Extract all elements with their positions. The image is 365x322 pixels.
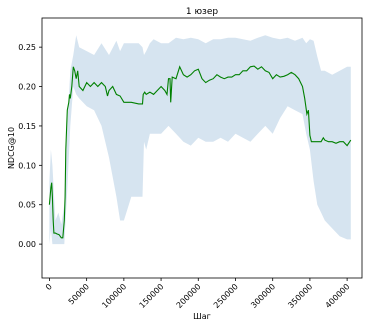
chart-title: 1 юзер — [186, 7, 218, 17]
y-tick-label: 0.00 — [18, 240, 36, 249]
y-axis-title: NDCG@10 — [7, 127, 16, 169]
y-tick-label: 0.05 — [18, 201, 36, 210]
x-tick-label: 300000 — [249, 282, 277, 310]
y-tick-label: 0.20 — [18, 83, 36, 92]
x-tick-label: 150000 — [138, 282, 166, 310]
x-tick-label: 200000 — [175, 282, 203, 310]
y-tick-label: 0.15 — [18, 122, 36, 131]
x-axis: 0 50000 100000 150000 200000 250000 300000 3500… — [44, 278, 352, 310]
y-axis: 0.00 0.05 0.10 0.15 0.20 0.25 — [18, 43, 42, 249]
plot-area — [48, 35, 352, 245]
x-tick-label: 0 — [44, 282, 54, 292]
x-tick-label: 100000 — [100, 282, 128, 310]
x-tick-label: 350000 — [286, 282, 314, 310]
std-band — [49, 35, 351, 245]
y-tick-label: 0.10 — [18, 161, 36, 170]
x-axis-title: Шаг — [193, 312, 211, 321]
y-tick-label: 0.25 — [18, 43, 36, 52]
mean-line — [48, 65, 352, 239]
x-tick-label: 400000 — [324, 282, 352, 310]
x-tick-label: 250000 — [212, 282, 240, 310]
axes-frame — [41, 17, 363, 279]
x-tick-label: 50000 — [67, 282, 91, 306]
